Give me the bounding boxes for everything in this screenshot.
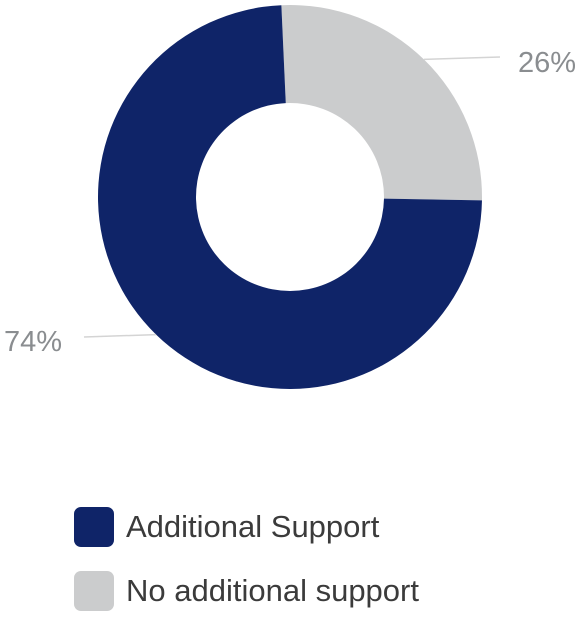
donut-slice-no-additional-support[interactable]	[281, 4, 482, 201]
donut-slice-additional-support[interactable]	[98, 5, 482, 389]
legend-swatch-additional-support	[74, 507, 114, 547]
slice-labels: 26% 74%	[4, 47, 576, 358]
slice-label-no-additional-support: 26%	[518, 47, 576, 79]
legend-label-no-additional-support: No additional support	[126, 573, 419, 608]
donut-slices	[98, 4, 482, 389]
legend-item-additional-support[interactable]: Additional Support	[74, 505, 419, 549]
legend: Additional Support No additional support	[74, 505, 419, 633]
legend-label-additional-support: Additional Support	[126, 509, 380, 544]
legend-swatch-no-additional-support	[74, 571, 114, 611]
legend-item-no-additional-support[interactable]: No additional support	[74, 569, 419, 613]
donut-chart: 26% 74%	[4, 4, 576, 389]
slice-label-leader-no-additional-support	[423, 56, 501, 61]
slice-label-additional-support: 74%	[4, 326, 62, 358]
slice-label-leader-additional-support	[83, 333, 157, 338]
